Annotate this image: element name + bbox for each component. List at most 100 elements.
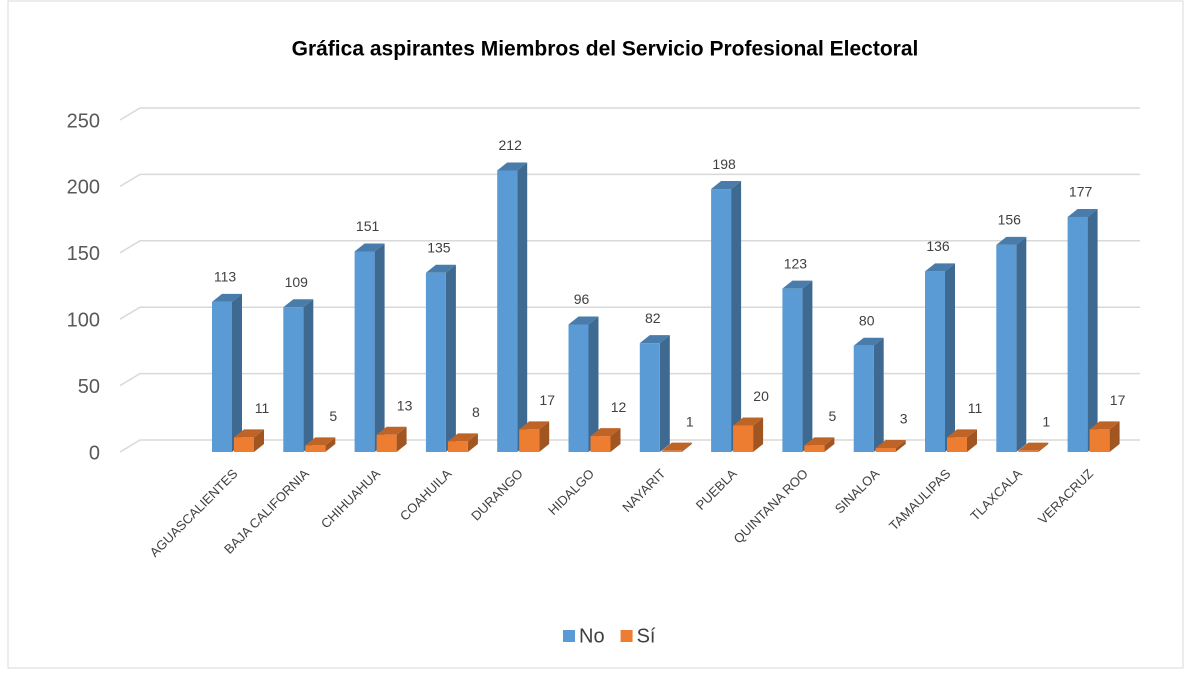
bar-front bbox=[996, 244, 1017, 452]
bar bbox=[376, 426, 407, 452]
y-tick-label: 200 bbox=[67, 177, 100, 199]
bar-top bbox=[305, 437, 336, 446]
bar bbox=[853, 337, 884, 452]
bar-side bbox=[517, 162, 528, 453]
bar-top bbox=[519, 421, 550, 430]
bar-front bbox=[568, 324, 589, 452]
bar bbox=[354, 243, 385, 452]
value-label: 96 bbox=[574, 291, 590, 307]
bar-top bbox=[1089, 421, 1120, 430]
bar-front bbox=[234, 437, 254, 452]
bar-side bbox=[588, 316, 599, 452]
bar bbox=[447, 433, 478, 452]
bar-front bbox=[804, 445, 825, 452]
value-label: 198 bbox=[712, 156, 736, 172]
bar-top bbox=[354, 243, 385, 252]
bar-front bbox=[447, 441, 468, 452]
bar-side bbox=[967, 429, 977, 452]
value-label: 1 bbox=[686, 413, 694, 429]
bar-side bbox=[753, 417, 764, 452]
bar-front bbox=[782, 288, 803, 452]
bar bbox=[875, 440, 906, 452]
bar-top bbox=[234, 429, 264, 438]
bar bbox=[1089, 421, 1120, 452]
value-label: 123 bbox=[784, 255, 808, 271]
bar-front bbox=[283, 307, 304, 452]
bar bbox=[804, 437, 835, 452]
bar-front bbox=[1018, 450, 1039, 452]
bar bbox=[733, 417, 764, 452]
bar-side bbox=[1016, 236, 1027, 452]
legend-label: No bbox=[579, 625, 605, 647]
bar-side bbox=[824, 437, 835, 452]
bar-front bbox=[425, 272, 446, 452]
bar-top bbox=[875, 440, 906, 449]
bar-top bbox=[804, 437, 835, 446]
bar bbox=[425, 264, 456, 452]
value-label: 17 bbox=[1110, 392, 1126, 408]
bar-top bbox=[639, 335, 670, 344]
bar-top bbox=[568, 316, 599, 325]
value-label: 109 bbox=[285, 274, 309, 290]
bar bbox=[782, 280, 813, 452]
bar-front bbox=[1089, 429, 1110, 452]
bar-side bbox=[374, 243, 385, 452]
bar bbox=[1018, 442, 1049, 452]
value-label: 11 bbox=[968, 400, 983, 416]
y-tick-label: 250 bbox=[67, 110, 100, 132]
bar-top bbox=[996, 236, 1027, 245]
bar bbox=[568, 316, 599, 452]
bar-front bbox=[354, 251, 375, 452]
bar-front bbox=[376, 434, 397, 452]
bar-side bbox=[659, 335, 670, 452]
bar-side bbox=[945, 263, 955, 452]
bar bbox=[234, 429, 264, 452]
legend-swatch bbox=[563, 630, 575, 642]
bar-top bbox=[447, 433, 478, 442]
bar-front bbox=[497, 170, 518, 453]
bar-side bbox=[681, 442, 692, 452]
bar bbox=[711, 181, 742, 452]
value-label: 20 bbox=[753, 388, 769, 404]
bar-side bbox=[895, 440, 906, 452]
bar-side bbox=[445, 264, 456, 452]
bar bbox=[305, 437, 336, 452]
bar-side bbox=[731, 181, 742, 452]
bar-top bbox=[1018, 442, 1049, 451]
bar bbox=[212, 293, 242, 452]
value-label: 82 bbox=[645, 310, 661, 326]
bar bbox=[639, 335, 670, 452]
value-label: 11 bbox=[255, 400, 270, 416]
y-tick-label: 100 bbox=[67, 309, 100, 331]
bar-side bbox=[232, 293, 242, 452]
bar-side bbox=[303, 299, 314, 452]
bar-side bbox=[325, 437, 336, 452]
bar bbox=[519, 421, 550, 452]
bar bbox=[947, 429, 977, 452]
bar-top bbox=[661, 442, 692, 451]
bar bbox=[283, 299, 314, 452]
bar-side bbox=[539, 421, 550, 452]
bar-top bbox=[782, 280, 813, 289]
value-label: 12 bbox=[611, 399, 627, 415]
grid-line bbox=[119, 173, 1140, 188]
bar-side bbox=[396, 426, 407, 452]
bar-side bbox=[610, 428, 621, 452]
bar-front bbox=[925, 271, 945, 452]
value-label: 177 bbox=[1069, 184, 1093, 200]
bar-side bbox=[1087, 208, 1098, 452]
value-label: 13 bbox=[397, 397, 413, 413]
bar-side bbox=[873, 337, 884, 452]
bar bbox=[1067, 208, 1098, 452]
bar-top bbox=[711, 181, 742, 190]
bar-side bbox=[254, 429, 264, 452]
bar-side bbox=[1109, 421, 1120, 452]
y-tick-label: 150 bbox=[67, 243, 100, 265]
grid-line bbox=[119, 240, 1140, 254]
bar-front bbox=[305, 445, 326, 452]
bar-front bbox=[853, 345, 874, 452]
bar bbox=[590, 428, 621, 452]
grid-line bbox=[119, 107, 1140, 121]
bar-front bbox=[639, 343, 660, 452]
